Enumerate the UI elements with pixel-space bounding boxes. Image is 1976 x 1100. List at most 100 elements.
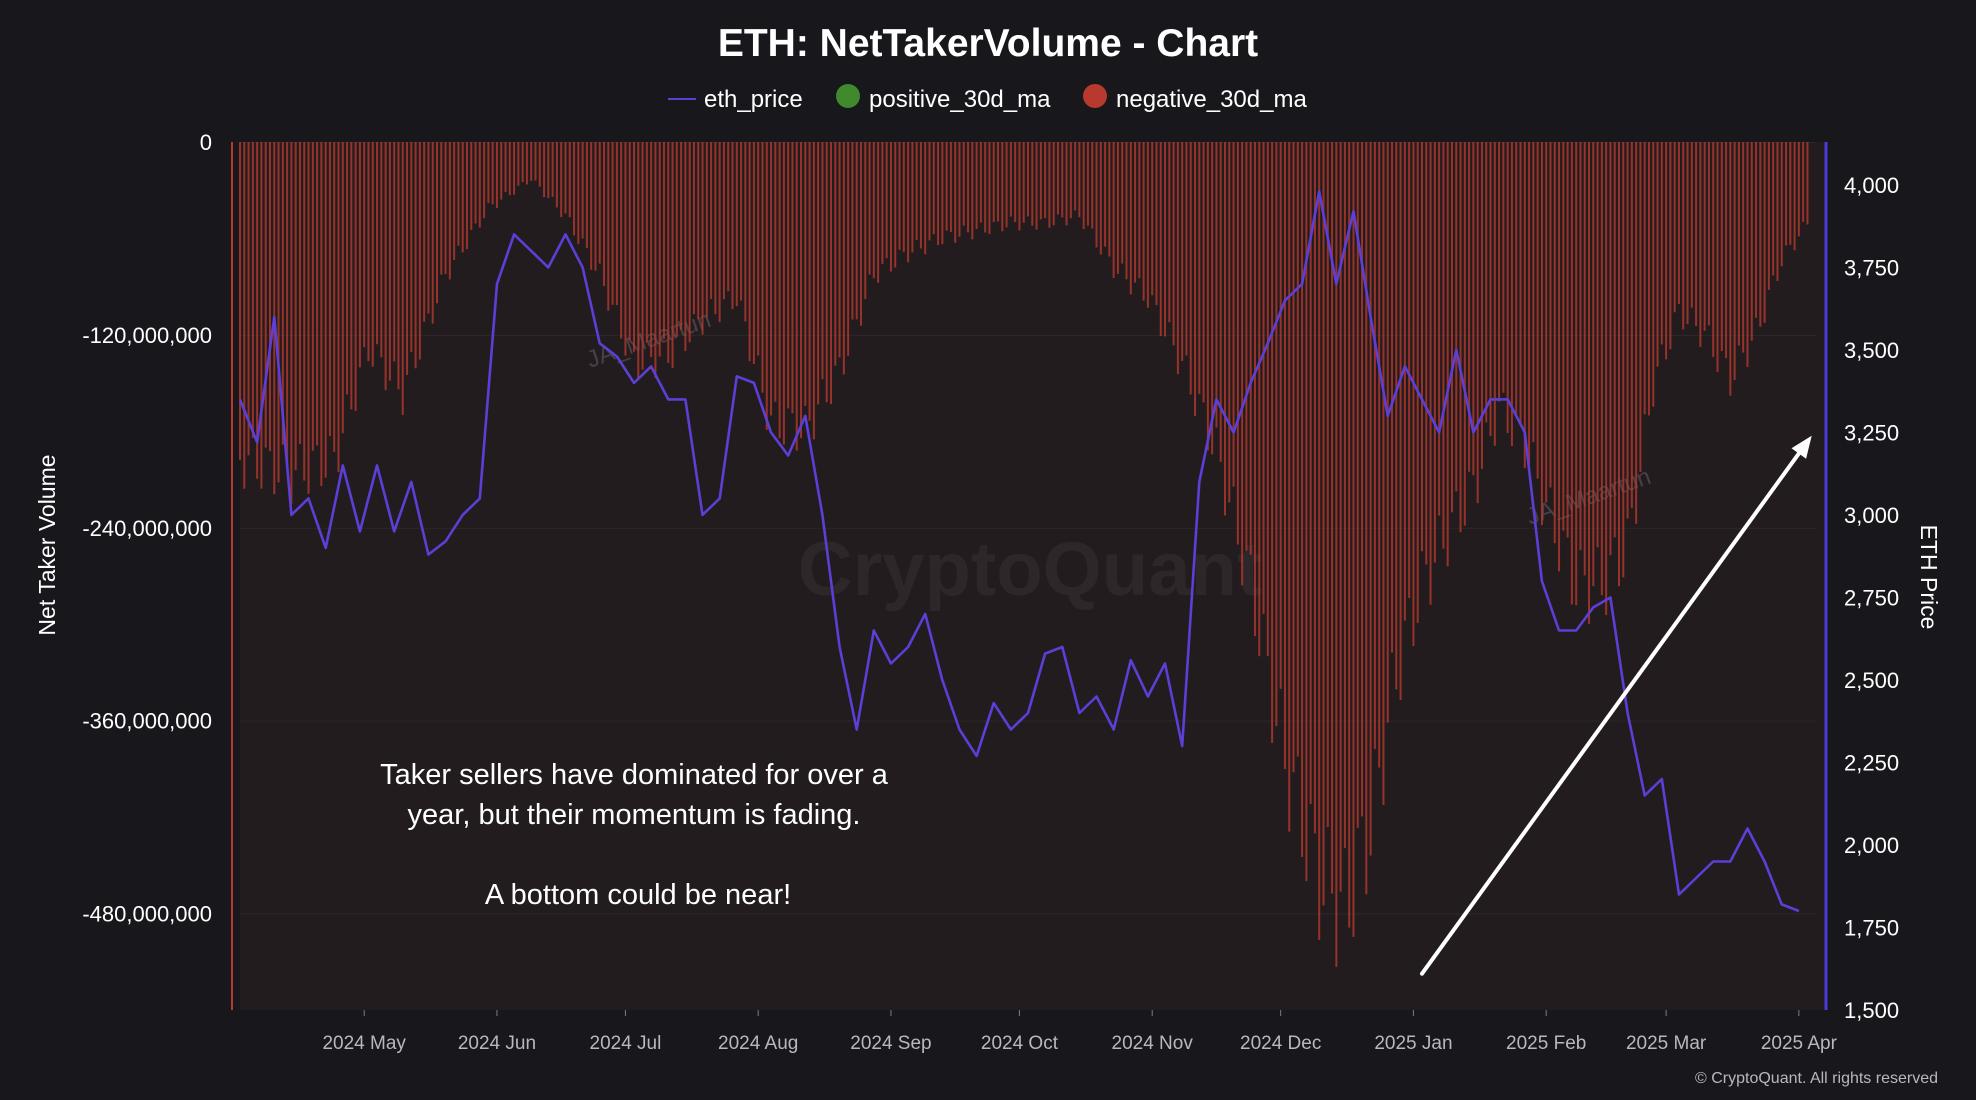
negative-bar-0 <box>239 142 241 460</box>
negative-bar-157 <box>911 142 914 253</box>
trend-arrow-shaft <box>1420 451 1801 976</box>
negative-bar-172 <box>975 142 978 229</box>
negative-bar-26 <box>350 142 353 410</box>
negative-bar-240 <box>1266 142 1269 657</box>
negative-bar-311 <box>1570 142 1573 605</box>
cryptoquant-watermark: CryptoQuant <box>798 527 1262 612</box>
negative-bar-305 <box>1545 142 1548 503</box>
negative-bar-51 <box>457 142 460 246</box>
negative-bar-188 <box>1044 142 1047 219</box>
negative-bar-328 <box>1643 142 1646 415</box>
negative-bar-251 <box>1313 142 1316 834</box>
negative-bar-322 <box>1618 142 1620 587</box>
negative-bar-289 <box>1476 142 1479 504</box>
negative-bar-331 <box>1656 142 1659 367</box>
negative-bar-324 <box>1626 142 1629 519</box>
negative-bar-350 <box>1737 142 1740 346</box>
eth-price-line <box>238 190 1800 913</box>
negative-bar-314 <box>1583 142 1586 576</box>
negative-bar-201 <box>1099 142 1102 255</box>
negative-bar-67 <box>525 142 528 185</box>
negative-bar-258 <box>1343 142 1346 849</box>
negative-bar-265 <box>1373 142 1376 750</box>
negative-bar-34 <box>384 142 387 391</box>
negative-bar-247 <box>1296 142 1299 757</box>
negative-bar-282 <box>1446 142 1449 567</box>
negative-bar-286 <box>1463 142 1466 526</box>
annotation-line-1: Taker sellers have dominated for over a <box>380 759 889 791</box>
x-tick-10: 2025 Mar <box>1626 1033 1707 1054</box>
negative-bar-77 <box>568 142 571 218</box>
negative-bar-304 <box>1540 142 1543 526</box>
right-tick-1: 3,750 <box>1844 255 1899 280</box>
negative-bar-127 <box>782 142 785 445</box>
negative-bar-7 <box>268 142 271 452</box>
negative-bar-129 <box>791 142 794 414</box>
negative-bar-272 <box>1403 142 1406 621</box>
negative-bar-237 <box>1253 142 1256 637</box>
negative-bar-342 <box>1703 142 1706 331</box>
negative-bar-134 <box>812 142 815 440</box>
negative-bar-357 <box>1767 142 1770 290</box>
negative-bar-351 <box>1742 142 1745 353</box>
negative-bar-359 <box>1776 142 1779 282</box>
negative-bar-294 <box>1498 142 1501 402</box>
negative-bar-156 <box>907 142 910 263</box>
negative-bar-211 <box>1142 142 1145 301</box>
negative-bar-86 <box>607 142 610 311</box>
negative-bar-140 <box>838 142 841 358</box>
negative-bar-353 <box>1750 142 1753 341</box>
negative-bar-64 <box>513 142 516 195</box>
negative-bar-22 <box>333 142 336 452</box>
trend-arrow <box>1420 435 1812 976</box>
negative-bar-90 <box>624 142 627 356</box>
negative-bar-356 <box>1763 142 1766 323</box>
negative-bar-343 <box>1707 142 1710 326</box>
negative-bar-255 <box>1331 142 1334 894</box>
negative-bar-195 <box>1074 142 1077 211</box>
negative-bar-337 <box>1682 142 1685 330</box>
negative-bar-6 <box>264 142 267 448</box>
negative-bar-124 <box>770 142 773 416</box>
negative-bar-334 <box>1669 142 1672 350</box>
negative-bar-244 <box>1283 142 1286 770</box>
negative-bar-63 <box>508 142 511 196</box>
negative-bar-235 <box>1245 142 1248 551</box>
x-tick-11: 2025 Apr <box>1761 1033 1838 1054</box>
negative-bar-181 <box>1014 142 1017 223</box>
negative-bar-159 <box>919 142 922 249</box>
negative-bar-323 <box>1622 142 1625 578</box>
negative-bar-138 <box>830 142 832 405</box>
negative-bar-280 <box>1438 142 1441 516</box>
negative-bar-263 <box>1365 142 1368 895</box>
negative-bar-320 <box>1609 142 1612 556</box>
negative-30d-ma-bars <box>239 142 1809 967</box>
negative-bar-17 <box>311 142 314 451</box>
negative-bar-296 <box>1506 142 1509 434</box>
negative-bar-254 <box>1326 142 1329 828</box>
negative-bar-73 <box>551 142 554 197</box>
negative-bar-18 <box>316 142 319 446</box>
right-tick-2: 3,500 <box>1844 338 1899 363</box>
negative-bar-319 <box>1605 142 1608 615</box>
negative-bar-40 <box>410 142 413 352</box>
negative-bar-106 <box>692 142 695 315</box>
negative-bar-285 <box>1459 142 1462 533</box>
negative-bar-47 <box>440 142 443 275</box>
negative-bar-260 <box>1352 142 1355 937</box>
negative-bar-197 <box>1082 142 1085 230</box>
negative-bar-194 <box>1069 142 1072 219</box>
negative-bar-82 <box>590 142 593 270</box>
negative-bar-58 <box>487 142 490 204</box>
negative-bar-223 <box>1194 142 1197 417</box>
negative-bar-115 <box>731 142 734 310</box>
negative-bar-60 <box>495 142 498 208</box>
negative-bar-23 <box>337 142 340 473</box>
negative-bar-225 <box>1202 142 1205 403</box>
negative-bar-100 <box>667 142 670 363</box>
right-tick-10: 1,500 <box>1844 998 1899 1023</box>
negative-bar-95 <box>645 142 648 343</box>
negative-bar-227 <box>1211 142 1214 455</box>
negative-bar-111 <box>714 142 717 315</box>
negative-bar-242 <box>1275 142 1278 727</box>
